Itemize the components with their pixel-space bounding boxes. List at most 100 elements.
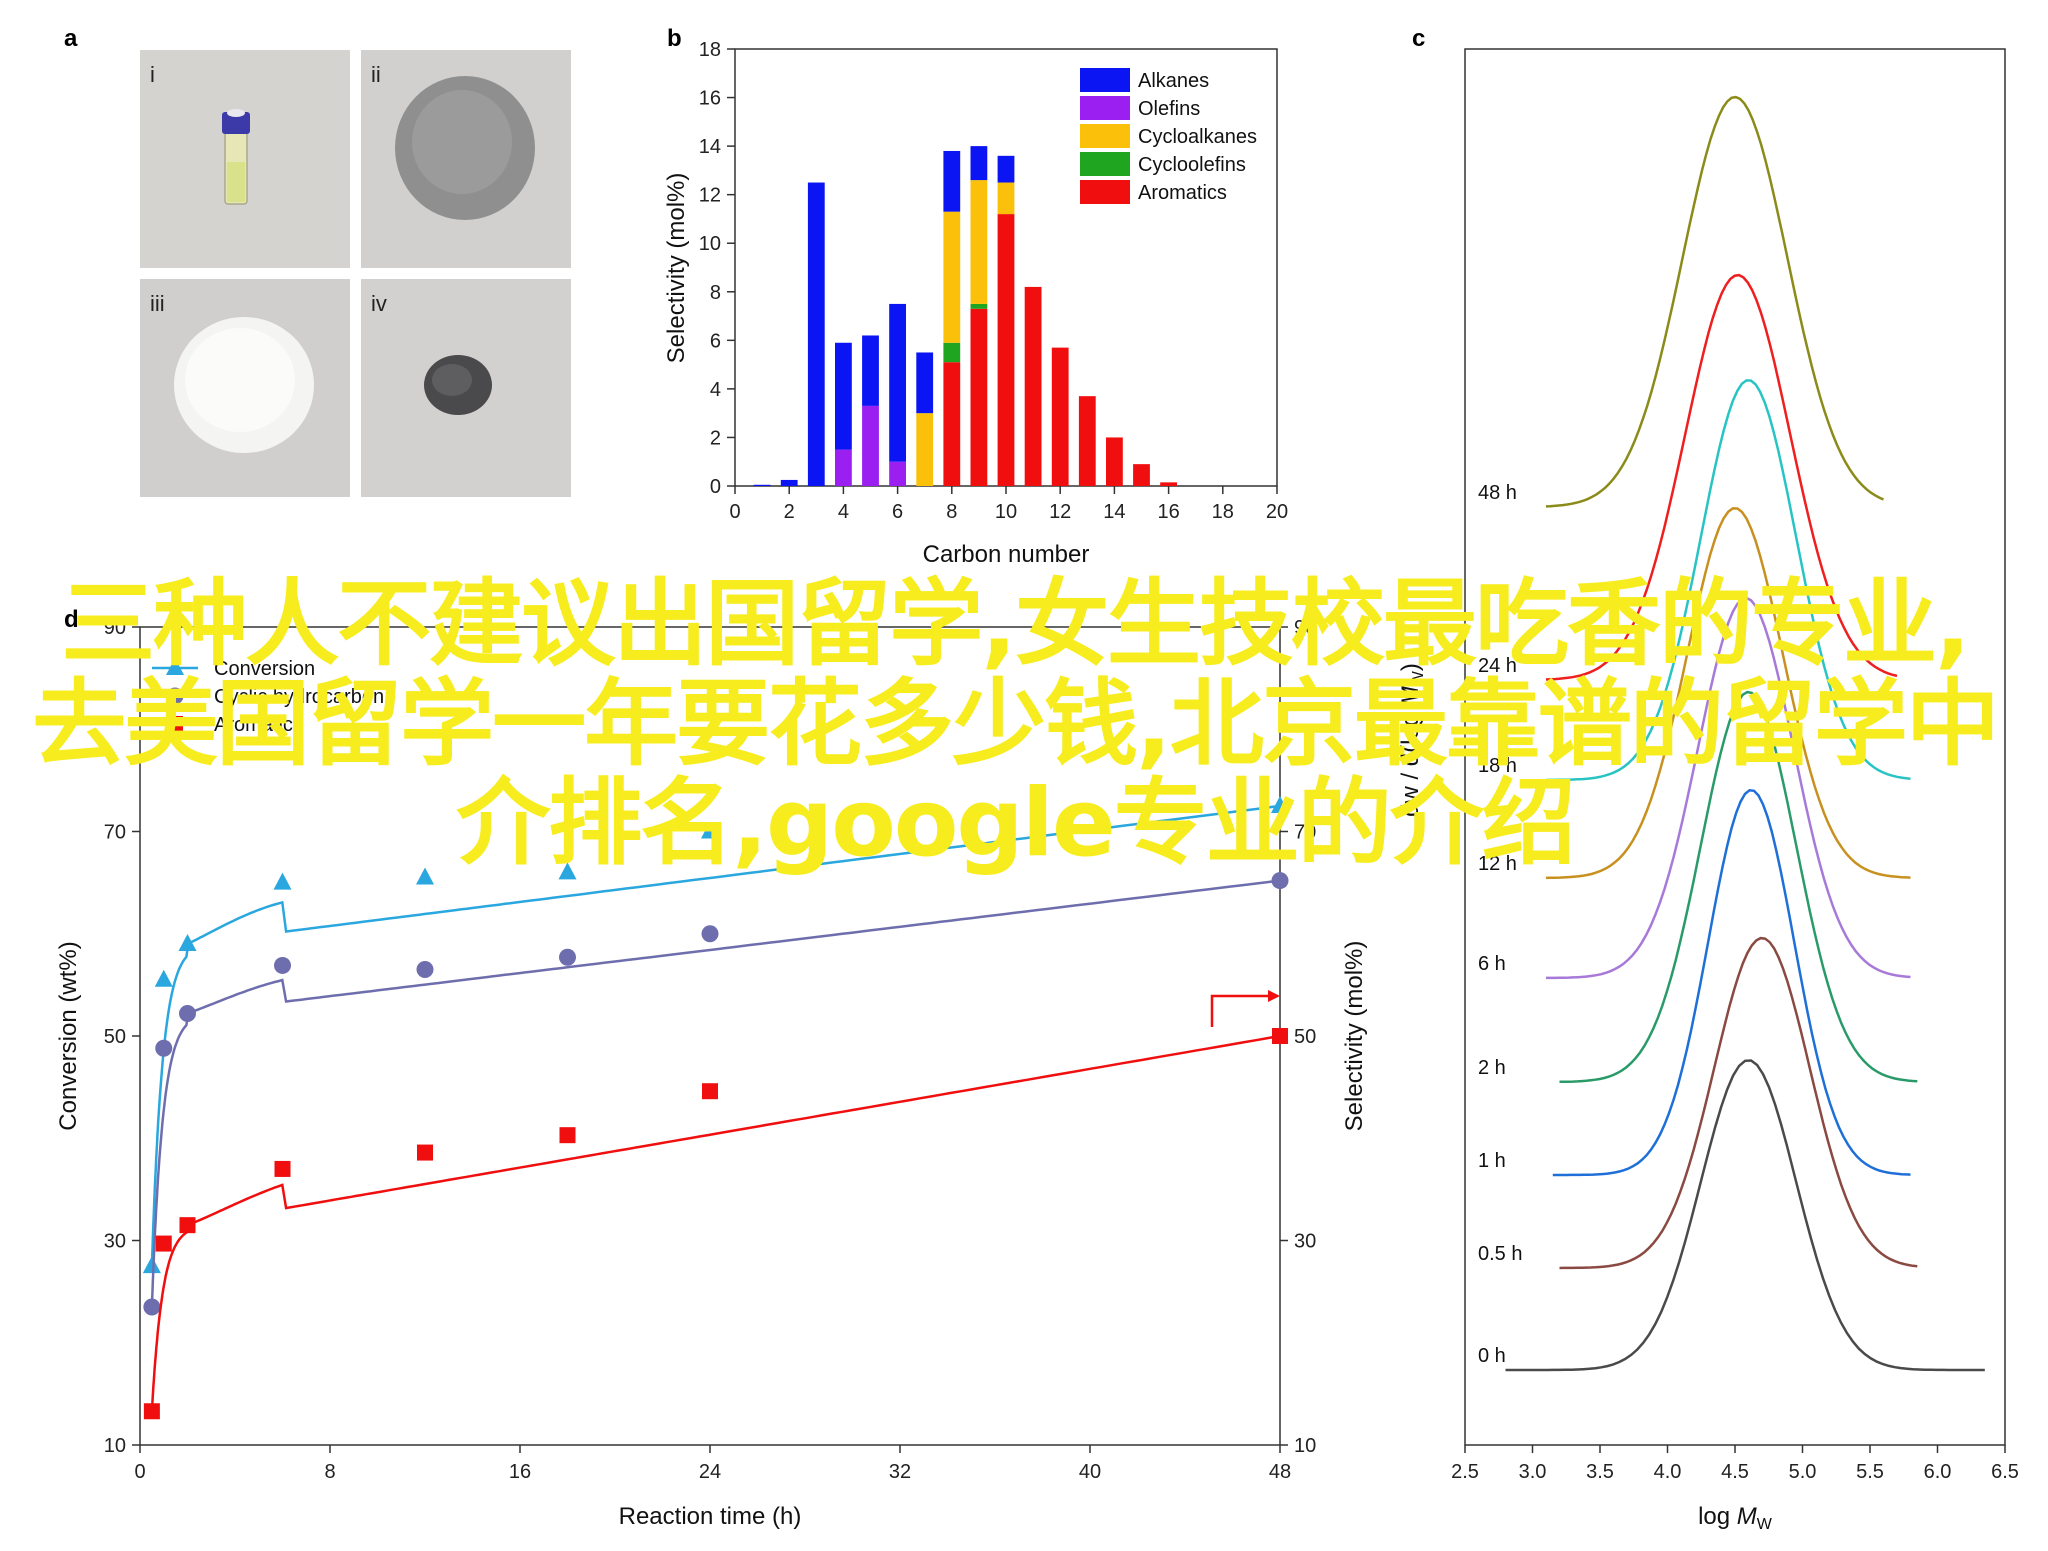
b-legend-label: Alkanes xyxy=(1138,70,1209,92)
panel-c-label: c xyxy=(1412,25,1425,52)
panel-c-curves: 0 h 0.5 h 1 h 2 h 6 h 12 h 18 h 24 h 48 h xyxy=(1478,95,1985,1372)
b-bar-olefins xyxy=(834,449,852,486)
d-ytick-left-label: 70 xyxy=(104,822,126,844)
d-marker-triangle xyxy=(178,933,197,951)
b-bar-aromatics xyxy=(1024,286,1042,486)
b-xtick-label: 18 xyxy=(1212,501,1234,523)
photo-i: i xyxy=(140,50,350,268)
b-xtick-label: 14 xyxy=(1103,501,1125,523)
d-xtick-label: 24 xyxy=(699,1461,721,1483)
c-curve-1h xyxy=(1552,789,1911,1177)
c-curve-18h xyxy=(1545,379,1911,782)
c-xtick-label: 2.5 xyxy=(1451,1461,1479,1483)
d-marker-square xyxy=(179,1217,196,1234)
b-legend-swatch xyxy=(1080,68,1130,92)
d-xtick-label: 16 xyxy=(509,1461,531,1483)
b-bar-aromatics xyxy=(1133,464,1150,486)
c-curve-label: 6 h xyxy=(1478,953,1506,975)
b-bar-alkanes xyxy=(834,342,852,450)
d-ytick-left-label: 90 xyxy=(104,617,126,639)
b-xtick-label: 4 xyxy=(838,501,849,523)
photo-ii: ii xyxy=(361,50,571,268)
d-marker-square xyxy=(1272,1028,1288,1044)
c-curve-05h xyxy=(1559,936,1918,1270)
b-bar-cycloolefins xyxy=(943,342,961,363)
b-ytick-label: 10 xyxy=(699,233,721,255)
c-curve-label: 2 h xyxy=(1478,1057,1506,1079)
d-marker-square xyxy=(702,1083,718,1100)
d-marker-circle xyxy=(166,687,184,705)
d-marker-square xyxy=(167,716,183,732)
panel-d-label: d xyxy=(64,606,79,633)
photo-i-label: i xyxy=(150,62,155,87)
b-bar-cycloalkanes xyxy=(916,413,934,486)
d-marker-circle xyxy=(416,961,434,979)
b-legend-swatch xyxy=(1080,96,1130,120)
b-bar-alkanes xyxy=(916,352,934,414)
d-marker-circle xyxy=(179,1005,196,1023)
d-legend-label: Conversion xyxy=(214,658,315,680)
b-xtick-label: 16 xyxy=(1157,501,1179,523)
d-ytick-left-label: 50 xyxy=(104,1026,126,1048)
c-curve-label: 0.5 h xyxy=(1478,1243,1522,1265)
watermark-overlay-text: 三种人不建议出国留学,女生技校最吃香的专业,去美国留学一年要花多少钱,北京最靠谱… xyxy=(32,570,2000,879)
d-ytick-left-label: 10 xyxy=(104,1435,126,1457)
d-marker-triangle xyxy=(416,867,434,885)
b-ytick-label: 0 xyxy=(710,476,721,498)
d-marker-circle xyxy=(701,925,719,943)
d-marker-circle xyxy=(155,1039,173,1057)
b-xtick-label: 8 xyxy=(946,501,957,523)
d-ytick-right-label: 90 xyxy=(1294,617,1316,639)
d-ytick-right-label: 70 xyxy=(1294,822,1316,844)
d-fit-circle xyxy=(150,879,1281,1307)
d-marker-triangle xyxy=(166,658,184,675)
c-xtick-label: 4.0 xyxy=(1654,1461,1682,1483)
panel-b-xlabel: Carbon number xyxy=(923,541,1090,568)
b-bar-olefins xyxy=(862,405,879,486)
d-ytick-right-label: 30 xyxy=(1294,1231,1316,1253)
d-xtick-label: 0 xyxy=(134,1461,145,1483)
panel-c: c 0 h 0.5 h 1 h 2 h 6 h 12 h 18 h 24 h 48 h 2.5 3… xyxy=(1397,25,2019,1533)
b-legend-label: Aromatics xyxy=(1138,182,1227,204)
d-marker-square xyxy=(155,1235,172,1252)
c-curve-2h xyxy=(1559,690,1918,1084)
b-legend-label: Cycloolefins xyxy=(1138,154,1246,176)
b-bar-alkanes xyxy=(889,303,907,462)
b-ytick-label: 6 xyxy=(710,330,721,352)
b-bar-alkanes xyxy=(997,155,1015,183)
b-legend-swatch xyxy=(1080,152,1130,176)
panel-d-legend: Conversion Cyclic hydrocarbon Aromatics xyxy=(152,658,384,736)
c-curve-label: 48 h xyxy=(1478,482,1517,504)
d-marker-triangle xyxy=(701,821,719,839)
d-xtick-label: 48 xyxy=(1269,1461,1291,1483)
b-bar-alkanes xyxy=(970,146,988,181)
panel-b-bars xyxy=(753,146,1178,487)
panel-d-ylabel-left: Conversion (wt%) xyxy=(55,941,82,1130)
c-curve-label: 24 h xyxy=(1478,655,1517,677)
b-bar-cycloalkanes xyxy=(970,180,988,304)
photo-iv-label: iv xyxy=(371,291,387,316)
aromatics-axis-arrowhead xyxy=(1268,990,1280,1002)
b-ytick-label: 18 xyxy=(699,39,721,61)
d-xtick-label: 8 xyxy=(324,1461,335,1483)
d-marker-square xyxy=(274,1160,291,1177)
b-xtick-label: 20 xyxy=(1266,501,1288,523)
panel-b: b 0 2 4 6 8 10 12 14 16 18 20 0 2 4 6 8 10 12 14 16 18 Carbo… xyxy=(663,25,1288,568)
b-bar-cycloolefins xyxy=(970,303,988,309)
b-bar-aromatics xyxy=(997,214,1015,487)
d-marker-circle xyxy=(143,1298,161,1316)
c-xtick-label: 3.0 xyxy=(1519,1461,1547,1483)
d-marker-triangle xyxy=(558,862,577,880)
photo-iv: iv xyxy=(361,279,571,497)
b-bar-alkanes xyxy=(780,479,798,486)
b-bar-aromatics xyxy=(943,362,961,486)
c-xtick-label: 5.0 xyxy=(1789,1461,1817,1483)
b-bar-alkanes xyxy=(943,150,961,212)
b-bar-aromatics xyxy=(1105,437,1123,486)
b-bar-aromatics xyxy=(1051,347,1069,486)
d-ytick-left-label: 30 xyxy=(104,1231,126,1253)
b-ytick-label: 4 xyxy=(710,379,721,401)
c-xtick-label: 5.5 xyxy=(1856,1461,1884,1483)
photo-ii-label: ii xyxy=(371,62,381,87)
